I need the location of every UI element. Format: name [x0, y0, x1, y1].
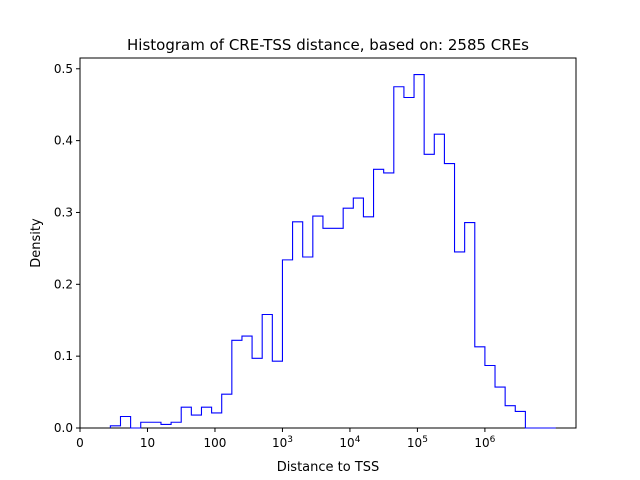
y-tick-label: 0.2 [54, 277, 73, 291]
x-tick-label: 104 [339, 435, 360, 450]
x-axis-label: Distance to TSS [277, 460, 380, 475]
histogram-series-line [109, 73, 556, 429]
y-tick-label: 0.4 [54, 134, 73, 148]
y-tick-label: 0.1 [54, 349, 73, 363]
x-tick-label: 103 [272, 435, 293, 450]
y-tick-label: 0.5 [54, 62, 73, 76]
plot-area [79, 57, 577, 429]
x-tick-label: 100 [204, 436, 227, 450]
x-tick-label: 0 [76, 436, 84, 450]
plot-frame [79, 57, 577, 429]
y-axis: 0.0 0.1 0.2 0.3 0.4 0.5 [54, 62, 80, 435]
x-axis: 0 10 100 103 104 105 106 [76, 428, 496, 450]
x-tick-label: 106 [474, 435, 495, 450]
y-tick-label: 0.3 [54, 205, 73, 219]
y-tick-label: 0.0 [54, 421, 73, 435]
y-axis-label: Density [29, 218, 44, 268]
x-tick-label: 10 [140, 436, 155, 450]
chart-title: Histogram of CRE-TSS distance, based on:… [127, 36, 529, 54]
x-tick-label: 105 [407, 435, 428, 450]
